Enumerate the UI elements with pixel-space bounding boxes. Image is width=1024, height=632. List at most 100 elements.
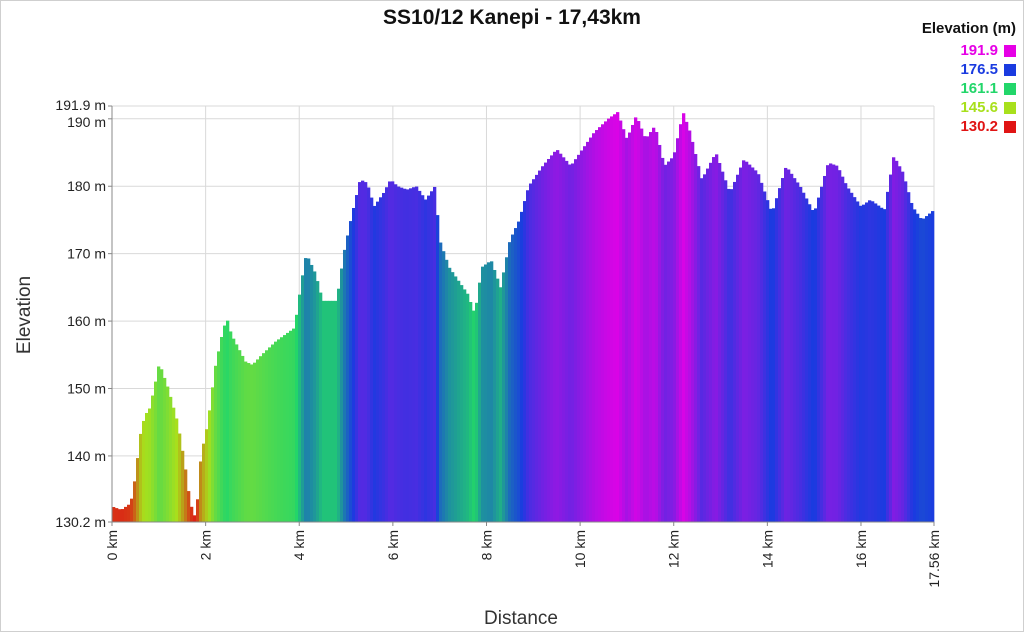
elevation-bar — [403, 188, 407, 523]
legend-entry: 145.6 — [960, 99, 1016, 116]
elevation-bar — [835, 165, 839, 522]
elevation-bar — [166, 386, 170, 522]
elevation-bar — [793, 178, 797, 523]
elevation-bar — [412, 187, 416, 522]
elevation-bar — [190, 506, 194, 522]
elevation-bar — [328, 300, 332, 522]
elevation-bar — [790, 173, 794, 523]
legend-label: 161.1 — [960, 80, 998, 97]
elevation-bar — [862, 204, 866, 522]
elevation-bar — [352, 208, 356, 523]
elevation-bar — [931, 211, 935, 522]
elevation-bar — [712, 157, 716, 522]
elevation-bar — [436, 215, 440, 522]
legend-entry: 176.5 — [960, 61, 1016, 78]
elevation-bar — [514, 228, 518, 522]
elevation-bar — [538, 170, 542, 522]
elevation-bar — [340, 268, 344, 522]
elevation-bar — [679, 124, 683, 522]
elevation-bar — [418, 190, 422, 522]
elevation-bar — [331, 300, 335, 522]
elevation-bar — [319, 292, 323, 522]
elevation-bar — [460, 285, 464, 522]
elevation-bar — [658, 144, 662, 523]
x-tick-label: 6 km — [385, 530, 401, 560]
elevation-bar — [868, 200, 872, 522]
elevation-bar — [574, 159, 578, 522]
elevation-bar — [481, 266, 485, 522]
elevation-bar — [142, 420, 146, 522]
elevation-bar — [637, 121, 641, 522]
elevation-bar — [361, 180, 365, 522]
elevation-bar — [811, 210, 815, 523]
elevation-bar — [535, 174, 539, 522]
elevation-bar — [829, 163, 833, 523]
elevation-bar — [556, 150, 560, 522]
elevation-bar — [730, 189, 734, 522]
elevation-bar — [220, 336, 224, 522]
elevation-bar — [676, 138, 680, 522]
elevation-bar — [427, 195, 431, 523]
elevation-bar — [493, 269, 497, 522]
elevation-bar — [466, 293, 470, 522]
elevation-profile — [112, 112, 935, 523]
elevation-bar — [355, 195, 359, 522]
elevation-bar — [889, 174, 893, 522]
elevation-bar — [784, 167, 788, 522]
elevation-bar — [847, 188, 851, 522]
legend-entry: 191.9 — [960, 42, 1016, 59]
legend-swatch — [1004, 44, 1016, 57]
y-tick-label: 191.9 m — [55, 97, 106, 113]
elevation-bar — [670, 158, 674, 522]
elevation-bar — [304, 258, 308, 522]
y-tick-label: 180 m — [67, 178, 106, 194]
elevation-bar — [391, 181, 395, 523]
legend-entry: 130.2 — [960, 118, 1016, 135]
elevation-bar — [838, 170, 842, 522]
elevation-bar — [562, 157, 566, 522]
elevation-bar — [598, 127, 602, 522]
x-axis-label: Distance — [484, 608, 558, 629]
elevation-bar — [286, 332, 290, 522]
elevation-bar — [136, 458, 140, 522]
elevation-bar — [850, 192, 854, 522]
elevation-bar — [487, 262, 491, 522]
elevation-bar — [163, 377, 167, 522]
elevation-bar — [217, 351, 221, 522]
elevation-bar — [826, 165, 830, 523]
elevation-bar — [601, 124, 605, 523]
elevation-bar — [631, 124, 635, 523]
elevation-bar — [256, 359, 260, 522]
elevation-bar — [463, 289, 467, 522]
elevation-bar — [865, 202, 869, 522]
elevation-bar — [124, 506, 128, 522]
elevation-bar — [883, 209, 887, 522]
elevation-bar — [688, 130, 692, 523]
elevation-bar — [490, 261, 494, 522]
elevation-bar — [736, 174, 740, 522]
elevation-bar — [268, 347, 272, 522]
elevation-bar — [235, 344, 239, 522]
elevation-bar — [280, 337, 284, 522]
elevation-bar — [130, 498, 134, 522]
elevation-bar — [310, 264, 314, 522]
elevation-bar — [133, 481, 137, 522]
elevation-bar — [691, 141, 695, 522]
elevation-bar — [682, 113, 686, 522]
chart-title: SS10/12 Kanepi - 17,43km — [383, 6, 641, 29]
y-tick-label: 190 m — [67, 114, 106, 130]
elevation-bar — [919, 218, 923, 523]
elevation-bar — [577, 154, 581, 523]
elevation-bar — [880, 207, 884, 522]
elevation-bar — [820, 186, 824, 522]
elevation-bar — [844, 183, 848, 522]
elevation-bar — [742, 160, 746, 522]
legend-swatch — [1004, 101, 1016, 114]
elevation-bar — [277, 339, 281, 522]
elevation-bar — [733, 181, 737, 522]
elevation-bar — [580, 150, 584, 523]
elevation-bar — [856, 201, 860, 522]
legend-label: 191.9 — [960, 42, 998, 59]
elevation-bar — [721, 171, 725, 522]
elevation-bar — [916, 213, 920, 522]
